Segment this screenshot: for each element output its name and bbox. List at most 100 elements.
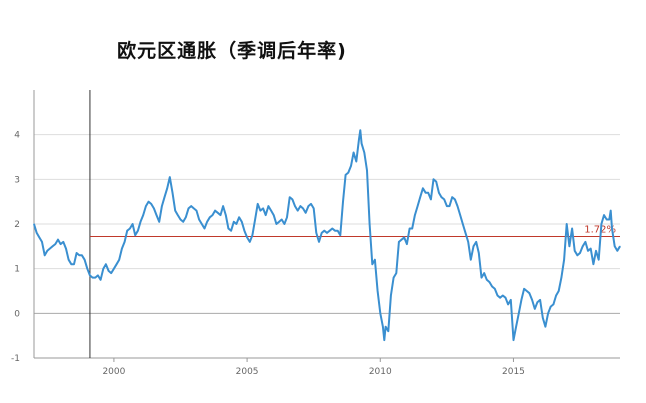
data-point: [587, 250, 589, 252]
data-point: [574, 250, 576, 252]
data-point: [337, 230, 339, 232]
data-point: [379, 312, 381, 314]
data-point: [345, 174, 347, 176]
data-point: [515, 326, 517, 328]
data-point: [238, 216, 240, 218]
data-point: [267, 205, 269, 207]
data-point: [241, 221, 243, 223]
data-point: [137, 230, 139, 232]
data-point: [560, 277, 563, 279]
data-point: [339, 234, 341, 236]
data-point: [531, 299, 533, 301]
data-point: [70, 263, 72, 265]
data-point: [499, 297, 501, 299]
data-point: [616, 250, 618, 252]
data-point: [438, 192, 440, 194]
data-point: [283, 223, 285, 225]
data-point: [363, 151, 365, 154]
y-tick-label: -1: [11, 354, 20, 364]
data-point: [222, 205, 224, 207]
data-point: [610, 210, 612, 212]
data-point: [456, 205, 459, 207]
data-point: [398, 241, 400, 243]
data-point: [36, 232, 38, 234]
data-point: [33, 223, 35, 225]
data-point: [275, 223, 277, 225]
data-point: [544, 326, 547, 328]
data-point: [219, 214, 222, 216]
data-point: [118, 259, 120, 261]
data-point: [472, 245, 475, 247]
data-point: [488, 281, 491, 283]
data-point: [116, 263, 118, 265]
data-point: [270, 210, 272, 212]
data-point: [76, 252, 78, 254]
data-point: [419, 196, 421, 198]
chart-title: 欧元区通胀（季调后年率): [117, 40, 347, 62]
data-point: [550, 306, 552, 308]
data-point: [600, 223, 603, 225]
data-point: [147, 201, 150, 203]
data-point: [246, 236, 248, 238]
data-point: [331, 227, 333, 230]
data-point: [326, 232, 328, 234]
data-point: [321, 232, 323, 234]
data-point: [377, 290, 379, 292]
data-point: [563, 259, 565, 261]
data-point: [518, 312, 520, 314]
x-tick-label: 2015: [502, 367, 525, 377]
data-point: [539, 299, 541, 301]
data-point: [84, 259, 86, 261]
data-point: [528, 292, 531, 294]
data-point: [385, 326, 387, 328]
data-point: [507, 303, 509, 305]
data-point: [329, 230, 331, 232]
data-point: [225, 214, 227, 216]
data-point: [334, 230, 336, 232]
data-point: [406, 243, 408, 245]
data-point: [179, 218, 182, 221]
data-point: [614, 245, 616, 247]
data-point: [132, 223, 134, 225]
data-point: [475, 241, 477, 243]
data-point: [395, 272, 397, 274]
data-point: [542, 317, 544, 319]
data-point: [523, 288, 525, 290]
data-point: [203, 227, 206, 230]
data-point: [435, 181, 437, 183]
data-point: [198, 218, 200, 221]
y-tick-label: 4: [14, 131, 20, 141]
data-point: [443, 198, 445, 200]
data-point: [483, 272, 485, 274]
data-point: [552, 303, 555, 305]
data-point: [249, 241, 251, 243]
data-point: [464, 232, 467, 234]
data-point: [262, 207, 264, 209]
data-point: [182, 221, 184, 223]
data-point: [576, 254, 579, 256]
data-point: [590, 248, 592, 250]
data-point: [520, 299, 523, 301]
data-point: [422, 187, 424, 189]
y-tick-label: 0: [14, 309, 20, 319]
data-point: [281, 218, 283, 221]
data-point: [273, 214, 275, 216]
data-point: [323, 230, 325, 232]
data-point: [187, 207, 190, 209]
y-tick-label: 2: [14, 220, 20, 230]
data-point: [446, 205, 448, 207]
data-point: [155, 214, 158, 216]
data-point: [195, 210, 198, 212]
data-point: [171, 192, 174, 194]
data-point: [251, 234, 253, 236]
data-point: [611, 227, 613, 230]
data-point: [102, 268, 104, 270]
data-point: [401, 239, 403, 241]
data-point: [105, 263, 107, 265]
data-point: [579, 252, 581, 254]
data-point: [417, 205, 419, 207]
data-point: [153, 207, 155, 209]
data-point: [534, 308, 536, 310]
data-point: [451, 196, 453, 198]
data-point: [94, 277, 96, 279]
